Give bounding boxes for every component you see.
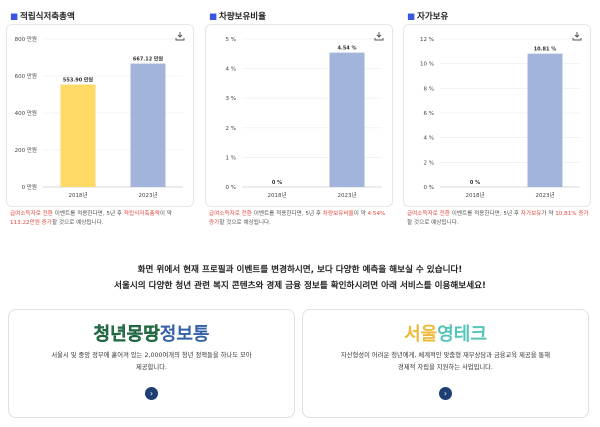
data-label: 0 %	[470, 180, 480, 186]
panel-description: 급여소득자로 전환 이벤트를 적용한다면, 5년 후 자가보유가 약 10.81…	[407, 211, 589, 226]
data-label: 4.54 %	[337, 46, 356, 52]
chart-card: 0 만원 200 만원 400 만원 600 만원 800 만원 553.90 만원 201…	[6, 24, 194, 207]
bullet-icon: ■	[407, 12, 416, 22]
panel-description: 급여소득자로 전환 이벤트를 적용한다면, 5년 후 적립식저축총액이 약 11…	[10, 211, 172, 226]
x-tick-label: 2018년	[267, 191, 286, 199]
bar-chart: 0 % 2 % 4 % 6 % 8 % 10 % 12 % 0 % 2018년 10.81 % 20…	[420, 37, 580, 199]
y-tick-label: 4 %	[424, 136, 434, 142]
x-tick-label: 2023년	[138, 191, 157, 199]
hero-line: 화면 위에서 현재 프로필과 이벤트를 변경하시면, 보다 다양한 예측을 해보…	[137, 265, 463, 275]
y-tick-label: 5 %	[226, 37, 236, 43]
chart-card: 0 % 2 % 4 % 6 % 8 % 10 % 12 % 0 % 2018년 10.81 % 20…	[403, 24, 591, 207]
hero-line: 서울시의 다양한 청년 관련 복지 콘텐츠와 경제 금융 정보를 확인하시려면 …	[114, 281, 486, 291]
data-label: 10.81 %	[534, 47, 557, 53]
x-tick-label: 2018년	[68, 191, 87, 199]
bullet-icon: ■	[209, 12, 218, 22]
y-tick-label: 8 %	[424, 86, 434, 92]
download-icon[interactable]	[374, 31, 384, 41]
promo-logo: 청년몽땅정보통	[93, 324, 210, 345]
y-tick-label: 1 %	[226, 155, 236, 161]
go-button[interactable]: ›	[439, 387, 452, 400]
panel-description: 급여소득자로 전환 이벤트를 적용한다면, 5년 후 차량보유비율이 약 4.5…	[209, 211, 386, 226]
y-tick-label: 4 %	[226, 67, 236, 73]
y-tick-label: 200 만원	[15, 146, 37, 154]
hero-message: 화면 위에서 현재 프로필과 이벤트를 변경하시면, 보다 다양한 예측을 해보…	[0, 262, 600, 294]
panel-title: ■ 적립식저축총액	[10, 12, 75, 22]
promo-description: 서울시 및 중앙 정부에 흩어져 있는 2,000여개의 청년 정책들을 하나도…	[51, 352, 252, 371]
y-tick-label: 10 %	[420, 62, 434, 68]
download-icon[interactable]	[572, 31, 582, 41]
panel-savings: ■ 적립식저축총액 0 만원 200 만원 400 만원 600 만원 800 만원 553…	[6, 0, 194, 238]
y-tick-label: 600 만원	[15, 72, 37, 80]
bar	[329, 52, 365, 187]
y-tick-label: 3 %	[226, 96, 236, 102]
y-tick-label: 12 %	[420, 37, 434, 43]
x-tick-label: 2023년	[535, 191, 554, 199]
bar-chart: 0 % 1 % 2 % 3 % 4 % 5 % 0 % 2018년 4.54 % 2023년	[226, 37, 382, 199]
data-label: 553.90 만원	[63, 77, 94, 84]
x-tick-label: 2018년	[465, 191, 484, 199]
y-tick-label: 400 만원	[15, 109, 37, 117]
data-label: 667.12 만원	[133, 56, 164, 63]
promo-logo: 서울영테크	[404, 324, 487, 345]
y-tick-label: 0 %	[226, 185, 236, 191]
download-icon[interactable]	[175, 31, 185, 41]
chart-card: 0 % 1 % 2 % 3 % 4 % 5 % 0 % 2018년 4.54 % 2023년	[205, 24, 393, 207]
y-tick-label: 800 만원	[15, 35, 37, 43]
y-tick-label: 2 %	[424, 160, 434, 166]
panel-title: ■ 자가보유	[407, 12, 449, 22]
bar	[527, 53, 563, 187]
y-tick-label: 0 %	[424, 185, 434, 191]
y-tick-label: 2 %	[226, 126, 236, 132]
y-tick-label: 6 %	[424, 111, 434, 117]
bar	[130, 63, 166, 187]
bullet-icon: ■	[10, 12, 19, 22]
x-tick-label: 2023년	[337, 191, 356, 199]
data-label: 0 %	[272, 180, 282, 186]
bar-chart: 0 만원 200 만원 400 만원 600 만원 800 만원 553.90 만원 201…	[15, 35, 183, 199]
panel-home: ■ 자가보유 0 % 2 % 4 % 6 % 8 % 10 % 12 % 0 % 2018년 10.…	[403, 0, 591, 238]
promo-card-seoul-youngtech[interactable]: 서울영테크 자산형성이 어려운 청년에게, 체계적인 맞춤형 재무상담과 금융교…	[302, 309, 589, 418]
promo-description: 자산형성이 어려운 청년에게, 체계적인 맞춤형 재무상담과 금융교육 제공을 …	[340, 352, 551, 371]
go-button[interactable]: ›	[145, 387, 158, 400]
promo-card-youth-info[interactable]: 청년몽땅정보통 서울시 및 중앙 정부에 흩어져 있는 2,000여개의 청년 …	[8, 309, 295, 418]
panel-vehicle: ■ 차량보유비율 0 % 1 % 2 % 3 % 4 % 5 % 0 % 2018년 4.54 %…	[205, 0, 393, 238]
bar	[60, 84, 96, 187]
y-tick-label: 0 만원	[22, 183, 37, 191]
panel-title: ■ 차량보유비율	[209, 12, 266, 22]
